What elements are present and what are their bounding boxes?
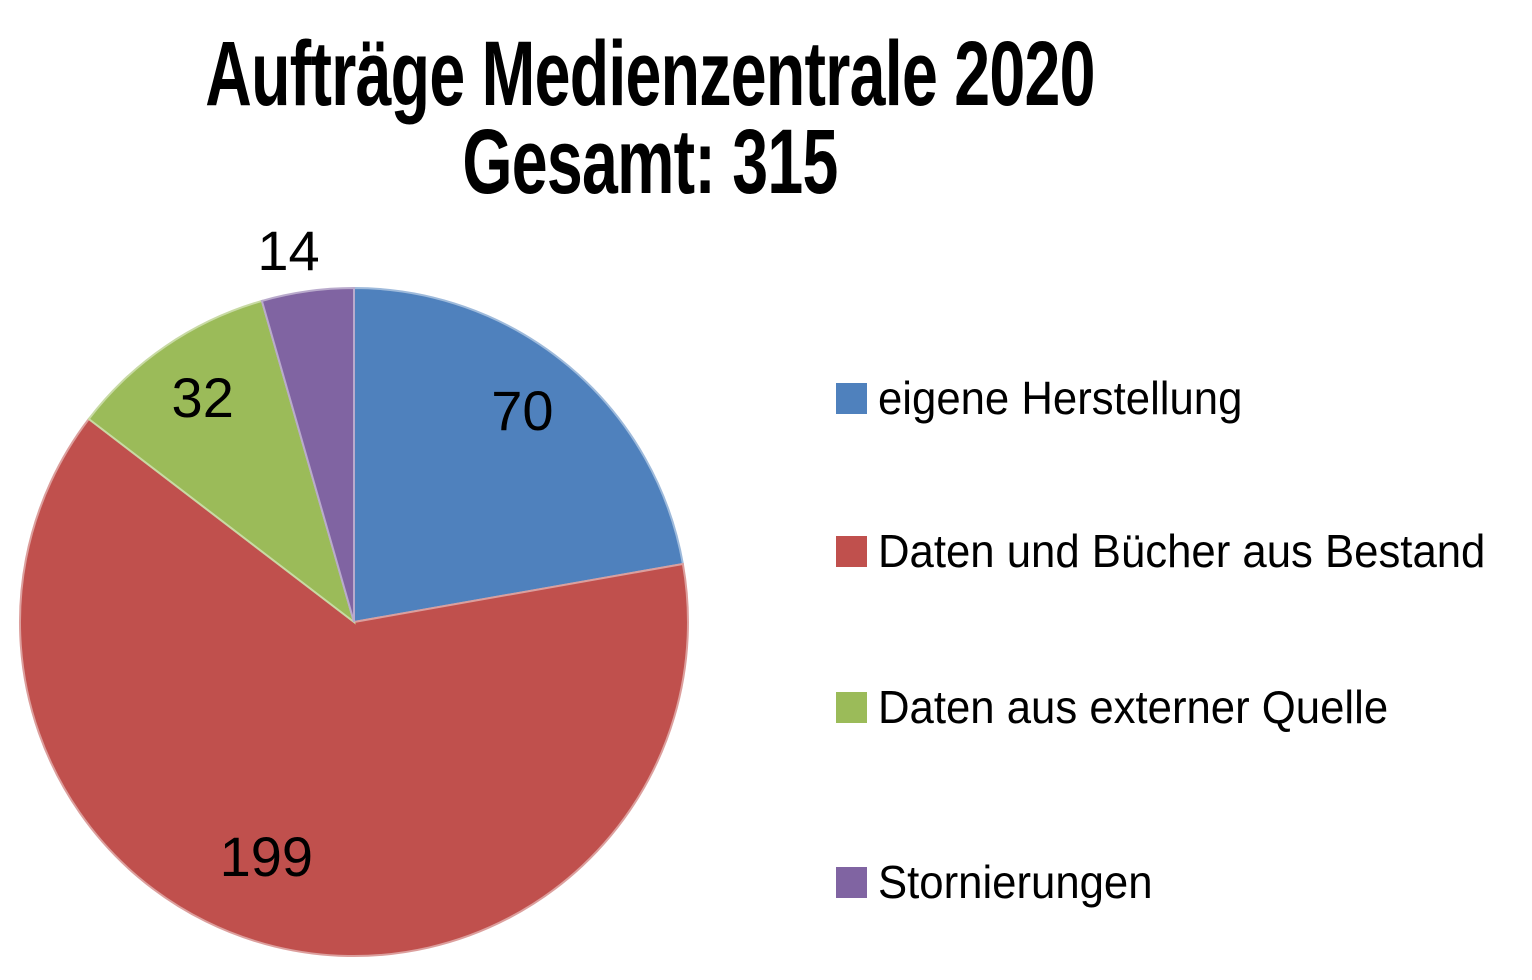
pie-value-label-daten-und-b-cher-aus-bestand: 199 <box>220 825 313 888</box>
legend-swatch-stornierungen <box>836 866 867 898</box>
pie-value-label-stornierungen: 14 <box>257 219 319 282</box>
pie-slice-stornierungen <box>260 286 355 623</box>
pie-value-label-eigene-herstellung: 70 <box>491 379 553 442</box>
pie-slice-eigene-herstellung <box>353 286 685 624</box>
legend-item-stornierungen: Stornierungen <box>836 854 1167 910</box>
legend-item-eigene-herstellung: eigene Herstellung <box>836 370 1262 426</box>
legend-swatch-daten-aus-externer-quelle <box>836 691 867 723</box>
chart-title-line2: Gesamt: 315 <box>462 111 838 213</box>
pie-slice-daten-aus-externer-quelle <box>87 299 356 625</box>
legend-label-stornierungen: Stornierungen <box>878 856 1153 908</box>
legend-swatch-eigene-herstellung <box>836 382 867 414</box>
chart-title: Aufträge Medienzentrale 2020 Gesamt: 315 <box>0 23 1300 213</box>
pie-slice-daten-und-b-cher-aus-bestand <box>19 417 689 958</box>
legend-item-daten-aus-externer-quelle: Daten aus externer Quelle <box>836 679 1415 735</box>
legend-label-eigene-herstellung: eigene Herstellung <box>878 372 1243 424</box>
legend-label-daten-aus-externer-quelle: Daten aus externer Quelle <box>878 681 1389 733</box>
legend-item-daten-und-b-cher-aus-bestand: Daten und Bücher aus Bestand <box>836 523 1517 579</box>
legend-swatch-daten-und-b-cher-aus-bestand <box>836 535 867 567</box>
legend: eigene Herstellung Daten und Bücher aus B… <box>836 0 1526 980</box>
chart-title-line1: Aufträge Medienzentrale 2020 <box>205 23 1095 125</box>
pie-value-label-daten-aus-externer-quelle: 32 <box>172 366 234 429</box>
legend-label-daten-und-b-cher-aus-bestand: Daten und Bücher aus Bestand <box>878 525 1486 577</box>
